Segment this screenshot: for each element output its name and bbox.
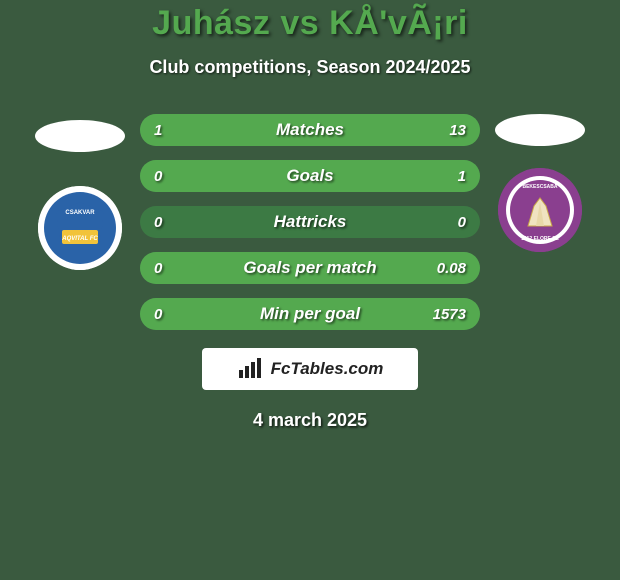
- stats-column: 1 Matches 13 0 Goals 1 0 Hattricks 0 0 Goals per m…: [140, 114, 480, 330]
- stat-bar: 0 Goals per match 0.08: [140, 252, 480, 284]
- stat-label: Hattricks: [274, 212, 347, 232]
- site-logo-text: FcTables.com: [271, 359, 384, 379]
- stat-label: Matches: [276, 120, 344, 140]
- stat-right-value: 0.08: [437, 260, 466, 277]
- team-right-column: BEKESCSABA 1912 ELORE SE: [490, 114, 590, 252]
- stat-right-value: 1573: [433, 306, 466, 323]
- bars-icon: [237, 358, 265, 380]
- stat-bar: 0 Hattricks 0: [140, 206, 480, 238]
- crest-left-bottom-text: AQVITAL FC: [61, 236, 98, 242]
- team-left-column: CSAKVAR AQVITAL FC: [30, 114, 130, 270]
- crest-right-top-text: BEKESCSABA: [522, 184, 557, 190]
- main-row: CSAKVAR AQVITAL FC 1 Matches 13 0 Goals 1 0 Hat…: [0, 114, 620, 330]
- stat-left-value: 0: [154, 168, 162, 185]
- stat-left-value: 0: [154, 260, 162, 277]
- stat-right-value: 13: [449, 122, 466, 139]
- date-text: 4 march 2025: [253, 410, 367, 431]
- crest-left-icon: CSAKVAR AQVITAL FC: [38, 186, 122, 270]
- badge-left: CSAKVAR AQVITAL FC: [38, 186, 122, 270]
- crest-right-icon: BEKESCSABA 1912 ELORE SE: [498, 168, 582, 252]
- site-logo[interactable]: FcTables.com: [202, 348, 418, 390]
- badge-right: BEKESCSABA 1912 ELORE SE: [498, 168, 582, 252]
- stat-label: Goals per match: [243, 258, 376, 278]
- stat-bar: 0 Min per goal 1573: [140, 298, 480, 330]
- stat-right-value: 1: [458, 168, 466, 185]
- stat-left-value: 1: [154, 122, 162, 139]
- content: Juhász vs KÅ'vÃ¡ri Club competitions, Se…: [0, 0, 620, 431]
- stat-label: Min per goal: [260, 304, 360, 324]
- stat-right-value: 0: [458, 214, 466, 231]
- subtitle: Club competitions, Season 2024/2025: [149, 57, 470, 78]
- flag-left: [35, 120, 125, 152]
- page-title: Juhász vs KÅ'vÃ¡ri: [152, 4, 468, 43]
- stat-label: Goals: [286, 166, 333, 186]
- stat-left-value: 0: [154, 306, 162, 323]
- flag-right: [495, 114, 585, 146]
- stat-left-value: 0: [154, 214, 162, 231]
- stat-bar: 1 Matches 13: [140, 114, 480, 146]
- stat-bar: 0 Goals 1: [140, 160, 480, 192]
- crest-left-top-text: CSAKVAR: [65, 210, 95, 216]
- crest-right-bottom-text: 1912 ELORE SE: [521, 236, 559, 242]
